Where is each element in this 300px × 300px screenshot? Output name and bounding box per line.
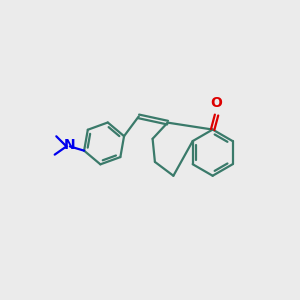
- Text: O: O: [211, 96, 223, 110]
- Text: N: N: [63, 139, 75, 152]
